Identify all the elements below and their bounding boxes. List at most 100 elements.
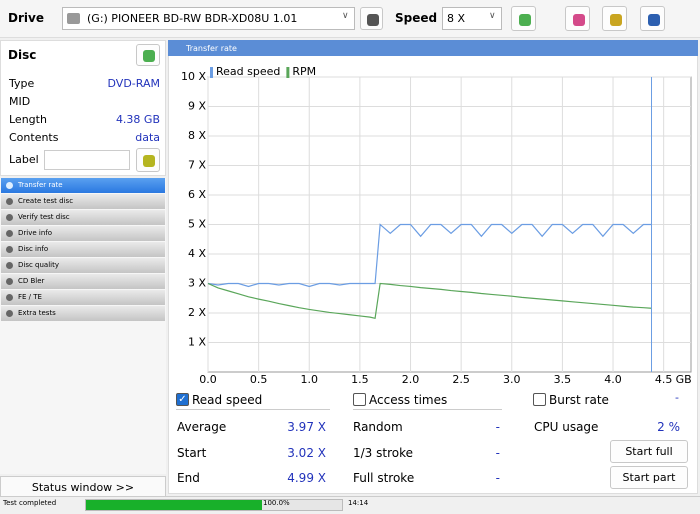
stat-label: CPU usage [534, 420, 599, 434]
drive-icon [67, 13, 80, 24]
option-label[interactable]: Read speed [192, 393, 263, 407]
eject-button[interactable] [360, 7, 383, 30]
nav-item[interactable]: Create test disc [1, 194, 165, 209]
option-label[interactable]: Burst rate [549, 393, 609, 407]
nav-icon [6, 294, 13, 301]
erase-button[interactable] [565, 6, 590, 31]
disc-row-value: data [135, 131, 160, 144]
x-tick-label: 0.0 [199, 373, 217, 386]
options-button-glyph [609, 13, 622, 26]
label-input[interactable] [44, 150, 130, 170]
nav-item[interactable]: Drive info [1, 226, 165, 241]
y-tick-label: 1 X [188, 336, 206, 349]
nav-icon [6, 198, 13, 205]
dropdown-arrow: ∨ [489, 11, 496, 21]
y-tick-label: 4 X [188, 247, 206, 260]
stat-value: 4.99 X [287, 471, 326, 485]
nav-item[interactable]: CD Bler [1, 274, 165, 289]
legend-label: RPM [292, 65, 316, 78]
stat-value: 3.02 X [287, 445, 326, 460]
drive-select[interactable]: (G:) PIONEER BD-RW BDR-XD08U 1.01 ∨ [62, 7, 355, 30]
panel-header: Transfer rate [168, 40, 698, 56]
disc-refresh-button-glyph [143, 50, 155, 62]
save-button[interactable] [640, 6, 665, 31]
legend-swatch [210, 67, 213, 78]
legend-swatch [286, 67, 290, 78]
stat-label: 1/3 stroke [353, 445, 413, 460]
series-line [207, 282, 652, 320]
disc-row-label: Type [9, 77, 35, 90]
x-tick-label: 1.0 [301, 373, 319, 386]
eject-button-glyph [366, 13, 379, 26]
y-tick-label: 8 X [188, 129, 206, 142]
nav-icon [6, 262, 13, 269]
x-tick-label: 3.0 [503, 373, 520, 386]
refresh-button-glyph [518, 13, 531, 26]
save-button-glyph [647, 13, 660, 26]
progress-label: 100.0% [263, 499, 290, 507]
x-tick-label: 4.5 [655, 373, 673, 386]
x-tick-label: 2.0 [402, 373, 420, 386]
status-text: Test completed [3, 499, 57, 507]
nav-item[interactable]: Disc info [1, 242, 165, 257]
speed-select[interactable]: 8 X ∨ [442, 7, 502, 30]
stat-label: Full stroke [353, 471, 415, 485]
erase-button-glyph [572, 13, 585, 26]
nav-item[interactable]: Extra tests [1, 306, 165, 321]
series-line [207, 223, 652, 288]
x-tick-label: 4.0 [604, 373, 622, 386]
checkbox[interactable] [533, 393, 546, 406]
legend-label: Read speed [216, 65, 280, 78]
status-window-button[interactable]: Status window >> [0, 476, 166, 498]
refresh-button[interactable] [511, 6, 536, 31]
disc-row-value: 4.38 GB [115, 113, 160, 126]
disc-row-label: Length [9, 113, 47, 126]
nav-icon [6, 278, 13, 285]
options-button[interactable] [602, 6, 627, 31]
x-tick-label: 2.5 [452, 373, 470, 386]
y-tick-label: 7 X [188, 159, 206, 172]
y-tick-label: 10 X [181, 70, 206, 83]
stat-value: - [495, 420, 500, 434]
x-tick-label: 0.5 [250, 373, 268, 386]
stat-label: Start [177, 445, 207, 460]
stat-label: Average [177, 420, 227, 434]
y-tick-label: 9 X [188, 100, 206, 113]
nav-icon [6, 246, 13, 253]
separator [176, 409, 330, 410]
stat-label: Random [353, 420, 403, 434]
option-label[interactable]: Access times [369, 393, 448, 407]
y-tick-label: 2 X [188, 306, 206, 319]
nav-item[interactable]: Transfer rate [1, 178, 165, 193]
action-button[interactable]: Start full [610, 440, 688, 463]
chart: 1 X 2 X 3 X 4 X 5 X 6 X 7 X 8 X 9 X 10 X 0.0 0.5 1.0… [181, 65, 692, 386]
nav-icon [6, 310, 13, 317]
stat-value: - [495, 471, 500, 485]
dropdown-arrow: ∨ [342, 11, 349, 21]
nav-item[interactable]: Disc quality [1, 258, 165, 273]
disc-refresh-button[interactable] [136, 44, 160, 66]
nav-item[interactable]: Verify test disc [1, 210, 165, 225]
stat-value: - [495, 445, 500, 460]
checkbox[interactable]: ✓ [176, 393, 189, 406]
stat-value: 3.97 X [287, 420, 326, 434]
disc-row-label: Contents [9, 131, 59, 144]
label-button-glyph [143, 155, 155, 167]
progress-fill [86, 500, 262, 510]
drive-label: Drive [8, 11, 44, 25]
y-tick-label: 3 X [188, 277, 206, 290]
y-tick-label: 6 X [188, 188, 206, 201]
nav-icon [6, 230, 13, 237]
action-button[interactable]: Start part [610, 466, 688, 489]
label-button[interactable] [136, 148, 160, 172]
x-tick-label: 1.5 [351, 373, 369, 386]
status-time: 14:14 [348, 499, 369, 507]
x-tick-label: 3.5 [554, 373, 572, 386]
checkbox[interactable] [353, 393, 366, 406]
disc-row-value: DVD-RAM [107, 77, 160, 90]
disc-title: Disc [8, 48, 37, 62]
burst-value: - [675, 391, 679, 404]
disc-row-label: MID [9, 95, 31, 108]
nav-item[interactable]: FE / TE [1, 290, 165, 305]
disc-row-label: Label [9, 153, 39, 166]
